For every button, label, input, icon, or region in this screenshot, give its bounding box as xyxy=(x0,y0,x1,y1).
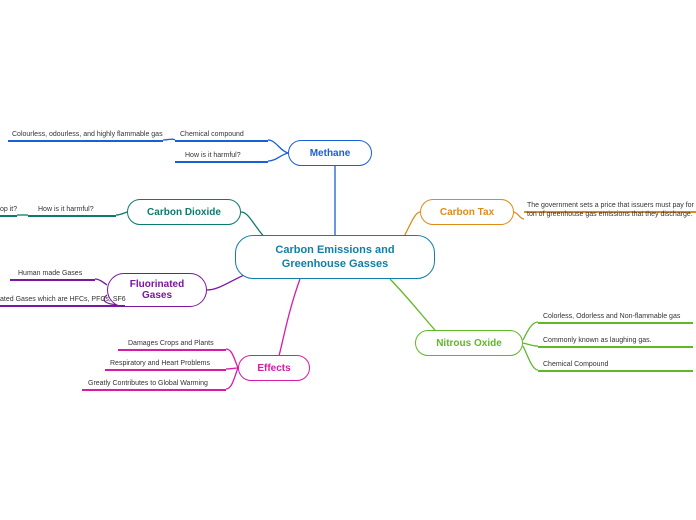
leaf-effects-0: Damages Crops and Plants xyxy=(128,340,214,347)
branch-carbonTax[interactable]: Carbon Tax xyxy=(420,199,514,225)
leaf-underline xyxy=(0,215,17,217)
leaf-effects-2: Greatly Contributes to Global Warming xyxy=(88,380,208,387)
leaf-methane-2: Colourless, odourless, and highly flamma… xyxy=(12,131,163,138)
leaf-underline xyxy=(10,279,95,281)
branch-carbonDioxide[interactable]: Carbon Dioxide xyxy=(127,199,241,225)
leaf-underline xyxy=(8,140,163,142)
leaf-underline xyxy=(118,349,226,351)
leaf-underline xyxy=(175,161,268,163)
leaf-nitrousOxide-2: Chemical Compound xyxy=(543,361,608,368)
branch-nitrousOxide[interactable]: Nitrous Oxide xyxy=(415,330,523,356)
branch-effects[interactable]: Effects xyxy=(238,355,310,381)
central-node[interactable]: Carbon Emissions and Greenhouse Gasses xyxy=(235,235,435,279)
leaf-carbonTax-0: The government sets a price that issuers… xyxy=(527,202,696,209)
leaf-fluorinated-1: ated Gases which are HFCs, PFCs, SF6 xyxy=(0,296,126,303)
leaf-underline xyxy=(105,369,226,371)
leaf-underline xyxy=(538,322,693,324)
leaf-underline xyxy=(0,305,125,307)
leaf-carbonTax-1: ton of greenhouse gas emissions that the… xyxy=(527,211,693,218)
leaf-carbonDioxide-1: op it? xyxy=(0,206,17,213)
leaf-nitrousOxide-1: Commonly known as laughing gas. xyxy=(543,337,652,344)
leaf-effects-1: Respiratory and Heart Problems xyxy=(110,360,210,367)
leaf-methane-0: Chemical compound xyxy=(180,131,244,138)
leaf-underline xyxy=(538,370,693,372)
leaf-carbonDioxide-0: How is it harmful? xyxy=(38,206,94,213)
leaf-underline xyxy=(175,140,268,142)
leaf-methane-1: How is it harmful? xyxy=(185,152,241,159)
leaf-underline xyxy=(82,389,226,391)
leaf-underline xyxy=(28,215,116,217)
leaf-underline xyxy=(538,346,693,348)
branch-methane[interactable]: Methane xyxy=(288,140,372,166)
leaf-nitrousOxide-0: Colorless, Odorless and Non-flammable ga… xyxy=(543,313,680,320)
leaf-fluorinated-0: Human made Gases xyxy=(18,270,82,277)
